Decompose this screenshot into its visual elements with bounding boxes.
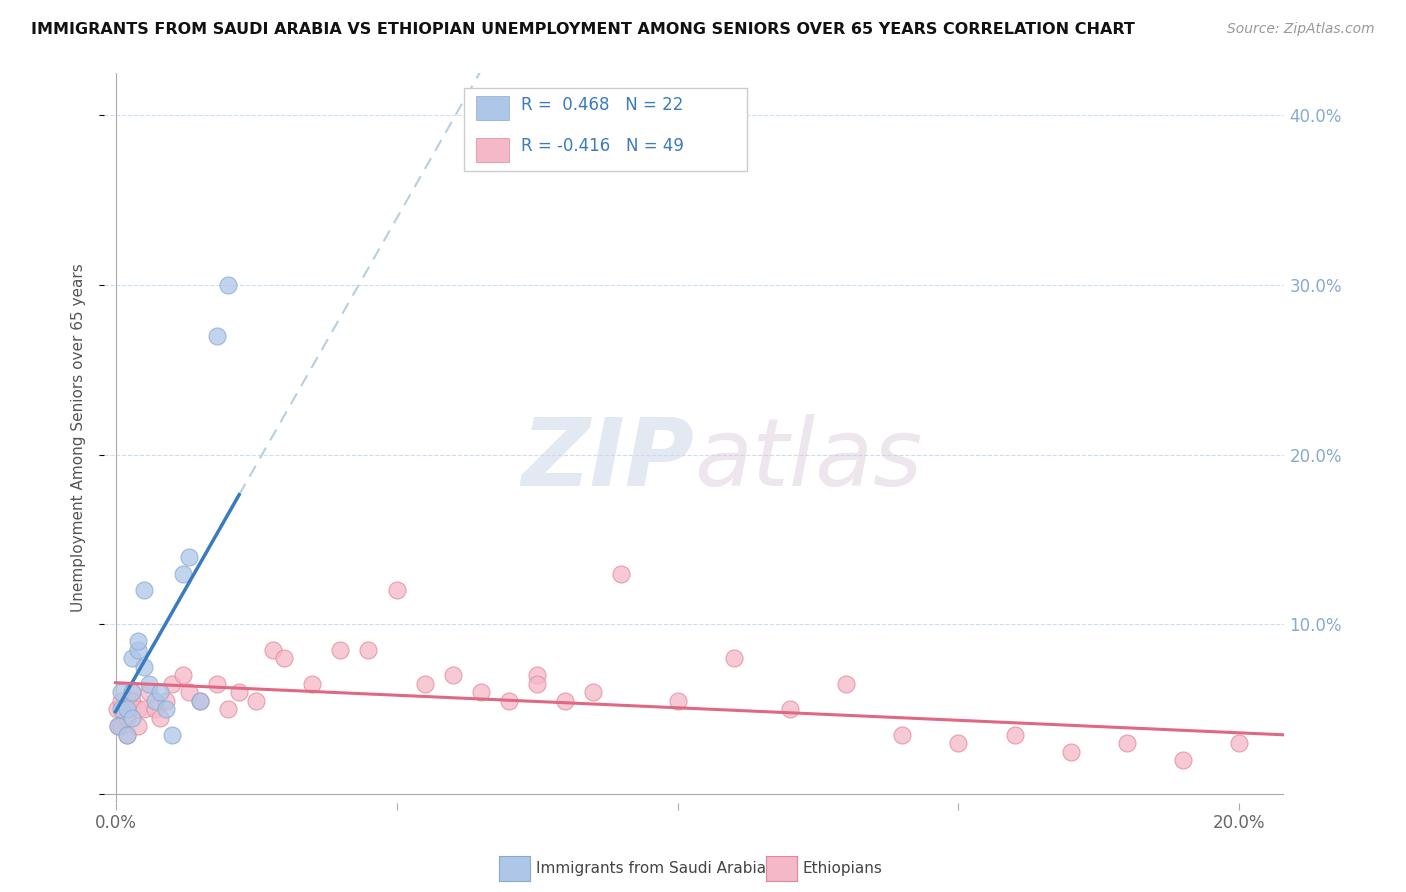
Text: R = -0.416   N = 49: R = -0.416 N = 49 bbox=[520, 137, 683, 155]
Point bbox=[155, 694, 177, 708]
Point bbox=[110, 702, 132, 716]
Text: atlas: atlas bbox=[695, 414, 922, 505]
Point bbox=[1229, 736, 1251, 750]
Text: IMMIGRANTS FROM SAUDI ARABIA VS ETHIOPIAN UNEMPLOYMENT AMONG SENIORS OVER 65 YEA: IMMIGRANTS FROM SAUDI ARABIA VS ETHIOPIA… bbox=[31, 22, 1135, 37]
Point bbox=[779, 702, 801, 716]
Point bbox=[149, 711, 172, 725]
Point bbox=[132, 583, 155, 598]
Point bbox=[385, 583, 408, 598]
Point bbox=[160, 677, 183, 691]
Text: R =  0.468   N = 22: R = 0.468 N = 22 bbox=[520, 95, 683, 113]
Point bbox=[329, 643, 352, 657]
Point bbox=[526, 668, 548, 682]
Text: Immigrants from Saudi Arabia: Immigrants from Saudi Arabia bbox=[536, 862, 766, 876]
Point bbox=[143, 702, 166, 716]
Point bbox=[121, 711, 143, 725]
FancyBboxPatch shape bbox=[477, 96, 509, 120]
Point bbox=[1116, 736, 1139, 750]
Point bbox=[110, 719, 132, 733]
Point bbox=[127, 643, 149, 657]
Point bbox=[160, 728, 183, 742]
Text: Source: ZipAtlas.com: Source: ZipAtlas.com bbox=[1227, 22, 1375, 37]
Text: ZIP: ZIP bbox=[522, 414, 695, 506]
Point bbox=[121, 685, 143, 699]
Point bbox=[470, 685, 492, 699]
Point bbox=[554, 694, 576, 708]
Point bbox=[177, 549, 200, 564]
Point bbox=[301, 677, 323, 691]
FancyBboxPatch shape bbox=[477, 138, 509, 162]
Point bbox=[127, 702, 149, 716]
Point bbox=[205, 677, 228, 691]
FancyBboxPatch shape bbox=[464, 87, 748, 171]
Point bbox=[121, 694, 143, 708]
Point bbox=[262, 643, 284, 657]
Point bbox=[143, 694, 166, 708]
Point bbox=[245, 694, 267, 708]
Text: Ethiopians: Ethiopians bbox=[803, 862, 883, 876]
Point bbox=[228, 685, 250, 699]
Point bbox=[205, 329, 228, 343]
Point bbox=[1004, 728, 1026, 742]
Point bbox=[441, 668, 464, 682]
Point bbox=[149, 685, 172, 699]
Y-axis label: Unemployment Among Seniors over 65 years: Unemployment Among Seniors over 65 years bbox=[72, 263, 86, 612]
Point bbox=[610, 566, 633, 581]
Point bbox=[115, 728, 138, 742]
Point bbox=[526, 677, 548, 691]
Point bbox=[155, 702, 177, 716]
Point bbox=[138, 685, 160, 699]
Point bbox=[582, 685, 605, 699]
Point bbox=[121, 651, 143, 665]
Point bbox=[110, 694, 132, 708]
Point bbox=[188, 694, 211, 708]
Point bbox=[723, 651, 745, 665]
Point bbox=[1060, 745, 1083, 759]
Point bbox=[835, 677, 858, 691]
Point bbox=[1173, 753, 1195, 767]
Point bbox=[121, 685, 143, 699]
Point bbox=[498, 694, 520, 708]
Point bbox=[132, 702, 155, 716]
Point bbox=[127, 634, 149, 648]
Point bbox=[115, 711, 138, 725]
Point bbox=[138, 677, 160, 691]
Point bbox=[188, 694, 211, 708]
Point bbox=[105, 702, 128, 716]
Point bbox=[891, 728, 914, 742]
Point bbox=[177, 685, 200, 699]
Point bbox=[172, 668, 194, 682]
Point bbox=[115, 728, 138, 742]
Point bbox=[357, 643, 380, 657]
Point bbox=[107, 719, 129, 733]
Point bbox=[110, 685, 132, 699]
Point bbox=[115, 702, 138, 716]
Point bbox=[948, 736, 970, 750]
Point bbox=[666, 694, 689, 708]
Point bbox=[413, 677, 436, 691]
Point bbox=[273, 651, 295, 665]
Point bbox=[127, 719, 149, 733]
Point bbox=[217, 702, 239, 716]
Point bbox=[107, 719, 129, 733]
Point bbox=[132, 660, 155, 674]
Point bbox=[172, 566, 194, 581]
Point bbox=[217, 278, 239, 293]
